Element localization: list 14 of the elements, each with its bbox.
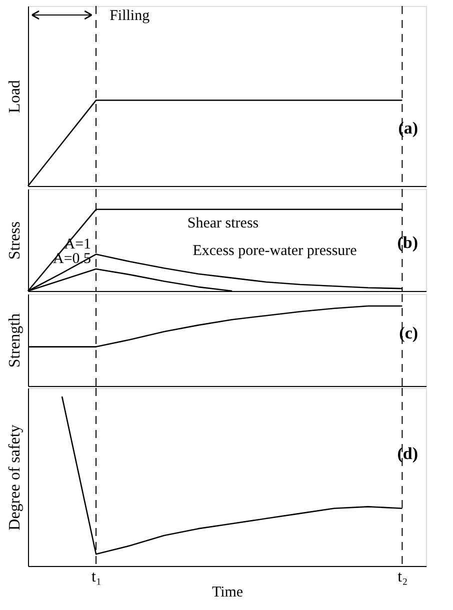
- x-axis-title: Time: [212, 584, 244, 600]
- y-axis-title: Degree of safety: [6, 424, 24, 530]
- annotation: Excess pore-water pressure: [192, 243, 358, 260]
- x-tick-label: t₂: [398, 568, 408, 586]
- text: Filling: [110, 8, 150, 24]
- y-axis-title: Load: [6, 80, 24, 113]
- annotation: (c): [399, 324, 418, 343]
- annotation: (d): [397, 444, 418, 463]
- x-tick-label: t₁: [92, 568, 102, 586]
- annotation: (a): [398, 118, 418, 138]
- annotation: (b): [397, 233, 418, 252]
- y-axis-title: Strength: [6, 313, 24, 368]
- annotation: Shear stress: [187, 216, 259, 232]
- y-axis-title: Stress: [6, 221, 24, 260]
